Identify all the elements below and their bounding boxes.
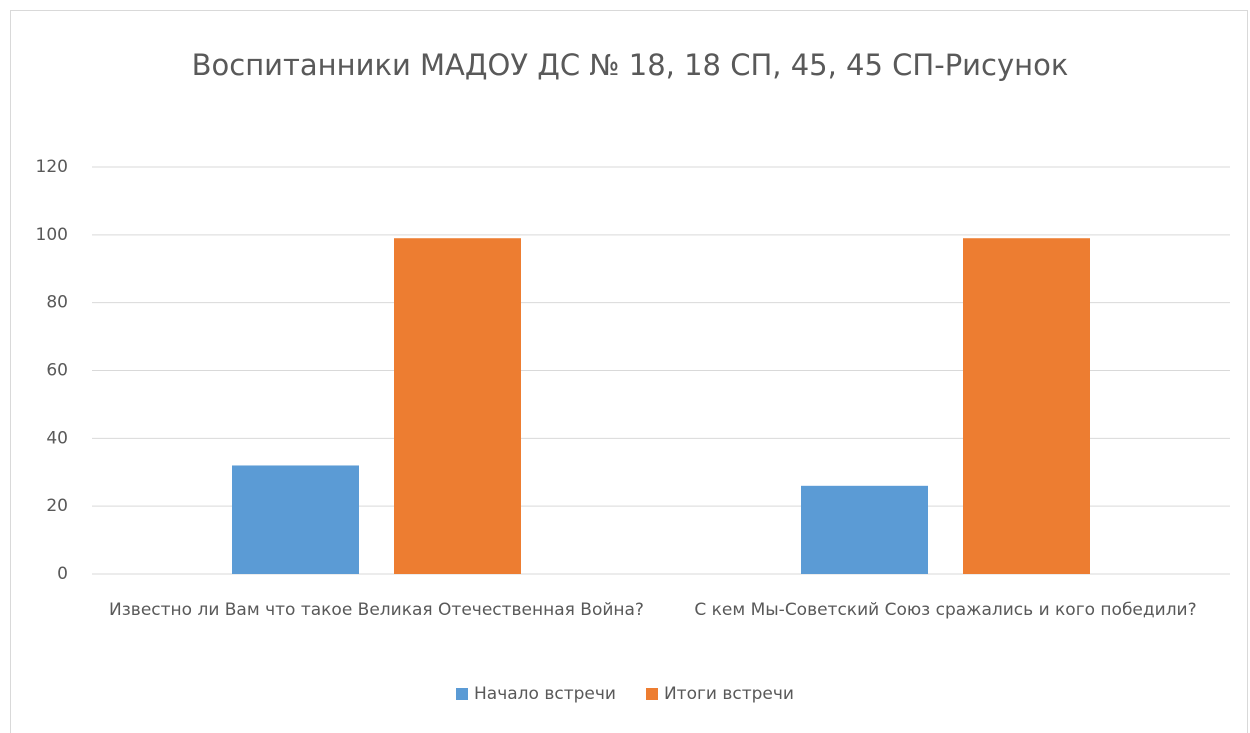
chart-border <box>10 10 1248 733</box>
bar <box>394 238 521 574</box>
y-tick-label: 40 <box>46 428 68 448</box>
legend-swatch <box>645 688 658 700</box>
legend-label: Начало встречи <box>474 684 616 704</box>
x-tick-label: Известно ли Вам что такое Великая Отечес… <box>109 600 644 620</box>
y-tick-label: 20 <box>46 496 68 516</box>
legend-item: Начало встречи <box>456 684 616 704</box>
legend-label: Итоги встречи <box>663 684 794 704</box>
y-tick-label: 0 <box>57 564 68 584</box>
bar <box>801 485 928 574</box>
legend-swatch <box>456 688 469 700</box>
bar <box>963 238 1090 574</box>
y-tick-label: 80 <box>46 293 68 313</box>
y-tick-label: 100 <box>36 225 68 245</box>
legend: Начало встречи Итоги встречи <box>0 684 1250 704</box>
x-tick-label: С кем Мы-Советский Союз сражались и кого… <box>694 600 1197 620</box>
y-tick-label: 120 <box>36 157 68 177</box>
legend-item: Итоги встречи <box>645 684 794 704</box>
y-tick-label: 60 <box>46 361 68 381</box>
bar <box>232 465 359 574</box>
chart-title: Воспитанники МАДОУ ДС № 18, 18 СП, 45, 4… <box>191 48 1069 82</box>
